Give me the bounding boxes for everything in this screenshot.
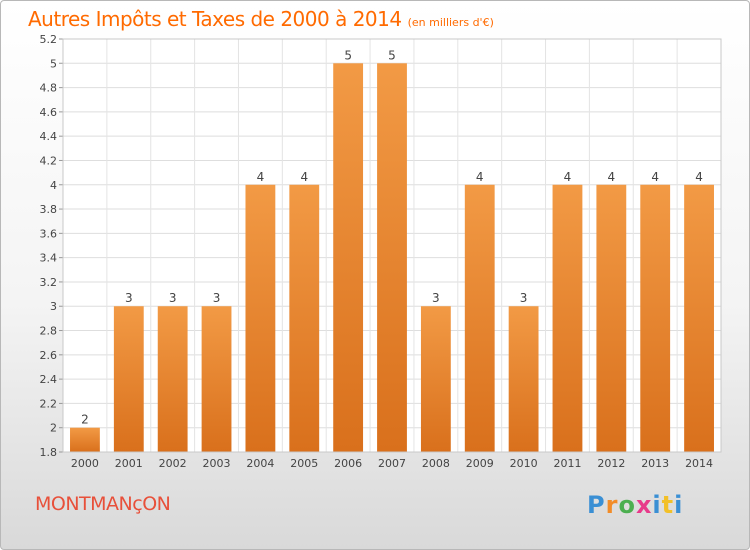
bar (420, 306, 451, 452)
bar-value-label: 3 (169, 291, 177, 305)
bar-value-label: 2 (81, 413, 89, 427)
logo-letter: o (618, 491, 636, 519)
x-tick-label: 2001 (115, 457, 143, 470)
bar (508, 306, 539, 452)
y-tick-label: 4.8 (40, 82, 58, 95)
bar (113, 306, 144, 452)
bar (640, 184, 671, 452)
y-tick-label: 3.4 (40, 252, 58, 265)
bar (245, 184, 276, 452)
logo-letter: x (635, 491, 653, 519)
proxiti-logo: Proxiti (587, 491, 683, 519)
bar-value-label: 3 (213, 291, 221, 305)
bar (201, 306, 232, 452)
bar (289, 184, 320, 452)
bar-value-label: 4 (608, 170, 616, 184)
bar-value-label: 3 (125, 291, 133, 305)
bar-value-label: 3 (432, 291, 440, 305)
bar-value-label: 3 (520, 291, 528, 305)
bar-value-label: 4 (300, 170, 308, 184)
y-tick-label: 2.6 (40, 349, 58, 362)
bar-chart: 1.8 2 2.2 2.4 2.6 2.8 3 3.2 3.4 3.6 3.8 4 4.2 4.4 4.6 4… (40, 33, 722, 470)
chart-subtitle: (en milliers d'€) (407, 16, 494, 29)
y-tick-label: 3.2 (40, 276, 58, 289)
x-tick-label: 2010 (510, 457, 538, 470)
y-tick-label: 2.4 (40, 373, 58, 386)
logo-letter: P (587, 491, 606, 519)
y-tick-label: 4.6 (40, 106, 58, 119)
y-tick-label: 1.8 (40, 446, 58, 459)
y-tick-label: 2.8 (40, 325, 58, 338)
x-tick-label: 2002 (159, 457, 187, 470)
logo-letter: i (652, 491, 662, 519)
chart-title-block: Autres Impôts et Taxes de 2000 à 2014 (en… (28, 7, 494, 31)
x-tick-label: 2008 (422, 457, 450, 470)
x-tick-label: 2005 (290, 457, 318, 470)
chart-title: Autres Impôts et Taxes de 2000 à 2014 (28, 7, 402, 31)
x-tick-label: 2003 (203, 457, 231, 470)
y-tick-label: 4 (50, 179, 57, 192)
x-tick-label: 2014 (685, 457, 713, 470)
x-tick-label: 2004 (246, 457, 274, 470)
bar (377, 63, 407, 452)
x-tick-label: 2006 (334, 457, 362, 470)
bar-value-label: 4 (564, 170, 572, 184)
bar-value-label: 4 (257, 170, 265, 184)
bar (552, 184, 583, 452)
logo-letter: t (661, 491, 675, 519)
y-tick-label: 5.2 (40, 33, 58, 46)
y-tick-label: 3.8 (40, 203, 58, 216)
bar-value-label: 5 (344, 48, 352, 62)
commune-name: MONTMANçON (35, 493, 171, 515)
bar-value-label: 4 (695, 170, 703, 184)
x-tick-label: 2011 (553, 457, 581, 470)
x-tick-label: 2009 (466, 457, 494, 470)
y-tick-label: 3 (50, 300, 57, 313)
x-tick-label: 2000 (71, 457, 99, 470)
x-tick-label: 2007 (378, 457, 406, 470)
bar-value-label: 4 (651, 170, 659, 184)
y-tick-label: 4.2 (40, 154, 58, 167)
y-tick-label: 5 (50, 57, 57, 70)
bar (464, 184, 495, 452)
y-tick-label: 2 (50, 422, 57, 435)
logo-letter: i (674, 491, 684, 519)
bar-value-label: 5 (388, 48, 396, 62)
bar (596, 184, 627, 452)
y-tick-label: 4.4 (40, 130, 58, 143)
x-tick-label: 2013 (641, 457, 669, 470)
y-tick-label: 3.6 (40, 227, 58, 240)
bar-value-label: 4 (476, 170, 484, 184)
y-tick-label: 2.2 (40, 397, 58, 410)
plot-border (62, 38, 722, 453)
bar (70, 427, 100, 452)
bar (333, 63, 364, 452)
x-tick-label: 2012 (597, 457, 625, 470)
bar (157, 306, 188, 452)
bar (684, 184, 714, 452)
logo-letter: r (605, 491, 619, 519)
